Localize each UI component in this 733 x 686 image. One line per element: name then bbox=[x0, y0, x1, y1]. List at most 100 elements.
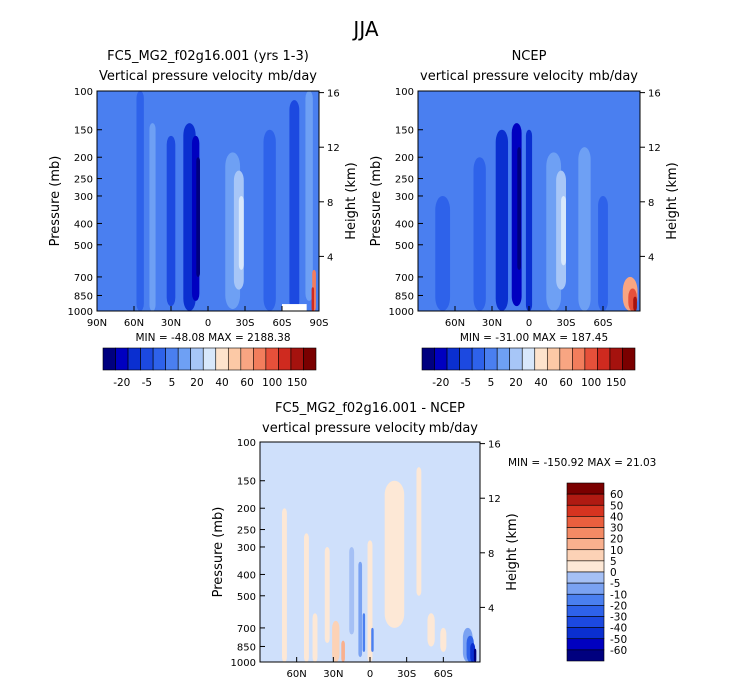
panel-subtitle: vertical pressure velocity bbox=[420, 69, 584, 84]
contour-region bbox=[289, 100, 300, 311]
y-tick-label: 400 bbox=[237, 570, 256, 581]
colorbar-box bbox=[265, 347, 279, 371]
panel-units: mb/day bbox=[589, 69, 639, 84]
contour-region bbox=[263, 129, 276, 311]
height-tick-label: 8 bbox=[327, 198, 333, 209]
colorbar: -20 -5 5 20 40 60 100 150 bbox=[102, 347, 317, 389]
height-tick-label: 4 bbox=[327, 252, 333, 263]
height-tick-label: 16 bbox=[327, 89, 340, 100]
colorbar-box bbox=[572, 347, 586, 371]
contour-region bbox=[312, 613, 318, 662]
contour-region bbox=[371, 627, 374, 652]
y2-axis-label: Height (km) bbox=[344, 162, 359, 239]
x-tick-label: 30N bbox=[482, 318, 502, 329]
y-tick-label: 700 bbox=[237, 624, 256, 635]
height-tick-label: 4 bbox=[488, 603, 494, 614]
contour-region bbox=[525, 129, 533, 311]
contour-region bbox=[578, 147, 591, 311]
colorbar-box bbox=[253, 347, 267, 371]
colorbar-box bbox=[278, 347, 292, 371]
height-tick-label: 4 bbox=[648, 252, 654, 263]
height-tick-label: 12 bbox=[648, 143, 661, 154]
contour-region bbox=[416, 467, 422, 596]
y2-axis-label: Height (km) bbox=[505, 513, 520, 590]
height-tick-label: 8 bbox=[488, 549, 494, 560]
y2-axis-label: Height (km) bbox=[665, 162, 680, 239]
min-max-stats: MIN = -48.08 MAX = 2188.38 bbox=[136, 332, 291, 344]
height-tick-label: 8 bbox=[648, 198, 654, 209]
x-tick-label: 30N bbox=[161, 318, 181, 329]
contour-field bbox=[97, 91, 319, 311]
colorbar-label: -20 bbox=[113, 377, 130, 389]
colorbar-box bbox=[566, 482, 605, 495]
contour-region bbox=[136, 91, 144, 311]
colorbar-label: -5 bbox=[142, 377, 152, 389]
colorbar-label: -20 bbox=[432, 377, 449, 389]
colorbar-box bbox=[566, 527, 605, 539]
y-axis-label: Pressure (mb) bbox=[48, 156, 63, 247]
contour-region bbox=[598, 195, 608, 311]
min-max-stats: MIN = -31.00 MAX = 187.45 bbox=[460, 332, 608, 344]
panel-title: FC5_MG2_f02g16.001 (yrs 1-3) bbox=[107, 49, 309, 64]
colorbar-box bbox=[303, 347, 317, 371]
y-tick-label: 200 bbox=[237, 504, 256, 515]
y-axis-label: Pressure (mb) bbox=[211, 507, 226, 598]
panel-title: NCEP bbox=[512, 49, 547, 64]
colorbar-box bbox=[102, 347, 116, 371]
colorbar-label: 60 bbox=[559, 377, 572, 389]
y-tick-label: 100 bbox=[395, 87, 414, 98]
contour-region bbox=[332, 620, 340, 662]
colorbar-box bbox=[566, 571, 605, 584]
y-tick-label: 1000 bbox=[389, 307, 414, 318]
height-tick-label: 12 bbox=[327, 143, 340, 154]
x-tick-label: 60N bbox=[445, 318, 465, 329]
contour-field bbox=[418, 91, 640, 311]
colorbar-label: 20 bbox=[509, 377, 522, 389]
colorbar-box bbox=[566, 638, 605, 651]
colorbar-box bbox=[622, 347, 636, 371]
colorbar-box bbox=[421, 347, 435, 371]
y-tick-label: 150 bbox=[74, 126, 93, 137]
contour-region bbox=[367, 540, 373, 662]
y-tick-label: 700 bbox=[74, 273, 93, 284]
height-tick-label: 12 bbox=[488, 494, 501, 505]
contour-region bbox=[440, 627, 447, 652]
colorbar-box bbox=[597, 347, 611, 371]
y-tick-label: 300 bbox=[395, 192, 414, 203]
colorbar-label: 5 bbox=[610, 556, 617, 568]
contour-region bbox=[473, 157, 486, 311]
colorbar-label: -40 bbox=[610, 623, 627, 635]
panel-title: FC5_MG2_f02g16.001 - NCEP bbox=[275, 401, 465, 416]
height-tick-label: 16 bbox=[648, 89, 661, 100]
x-tick-label: 60N bbox=[124, 318, 144, 329]
colorbar-label: -50 bbox=[610, 634, 627, 646]
contour-region bbox=[427, 613, 435, 647]
panel-2: NCEP vertical pressure velocity mb/day 100 1… bbox=[369, 49, 680, 389]
panel-subtitle: vertical pressure velocity bbox=[262, 421, 426, 436]
colorbar-label: 20 bbox=[190, 377, 203, 389]
y-tick-label: 250 bbox=[395, 175, 414, 186]
colorbar-box bbox=[434, 347, 448, 371]
min-max-stats: MIN = -150.92 MAX = 21.03 bbox=[508, 457, 656, 469]
colorbar-box bbox=[471, 347, 485, 371]
y-tick-label: 400 bbox=[395, 219, 414, 230]
contour-region bbox=[324, 546, 330, 644]
colorbar-box bbox=[152, 347, 166, 371]
colorbar-box bbox=[202, 347, 217, 371]
colorbar-box bbox=[215, 347, 229, 371]
contour-region bbox=[358, 561, 363, 658]
x-tick-label: 90S bbox=[309, 318, 328, 329]
colorbar-box bbox=[566, 627, 605, 640]
colorbar-box bbox=[534, 347, 548, 371]
colorbar-label: -60 bbox=[610, 645, 627, 657]
y-tick-label: 100 bbox=[74, 87, 93, 98]
colorbar-box bbox=[566, 504, 605, 517]
x-tick-label: 30S bbox=[556, 318, 575, 329]
x-tick-label: 30S bbox=[235, 318, 254, 329]
y-tick-label: 200 bbox=[74, 153, 93, 164]
contour-region bbox=[311, 287, 315, 311]
y-tick-label: 400 bbox=[74, 219, 93, 230]
colorbar-box bbox=[566, 605, 605, 617]
